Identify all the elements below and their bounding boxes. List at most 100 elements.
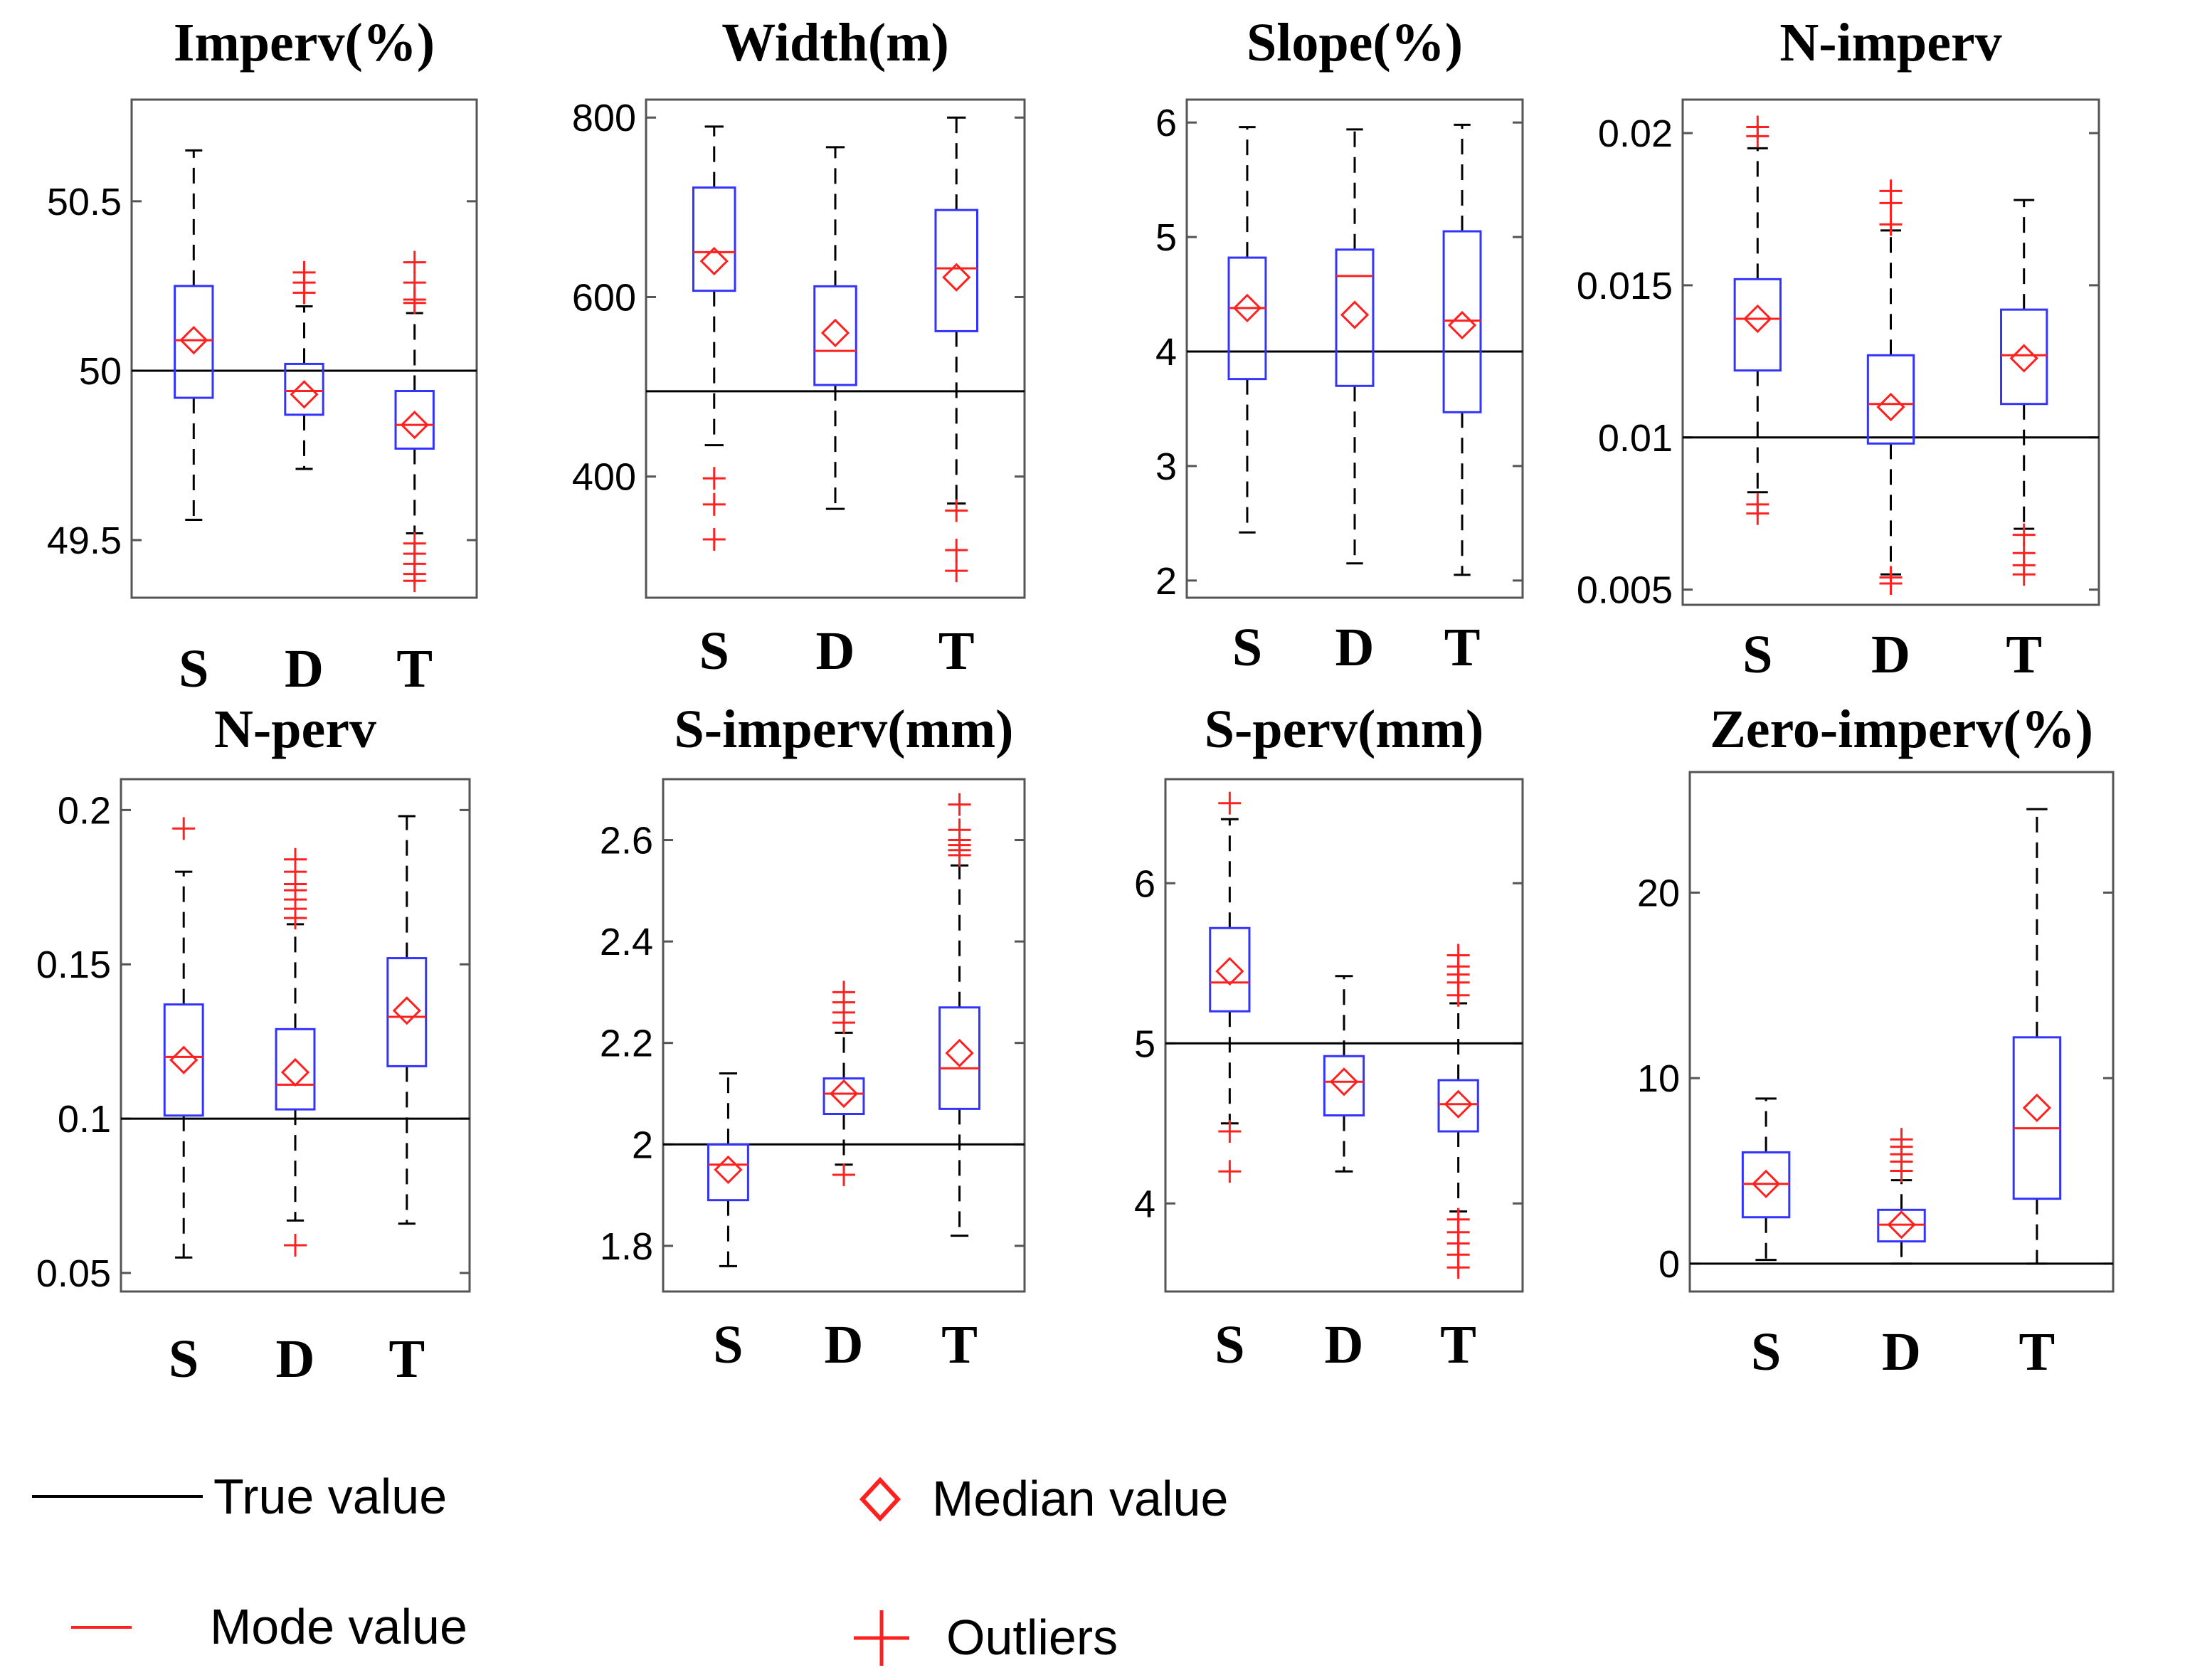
outlier-marker [1890, 1128, 1913, 1151]
box-T [2012, 808, 2062, 1265]
y-tick-label: 0.1 [58, 1098, 111, 1141]
box-S [692, 125, 736, 551]
panel-6: S-imperv(mm) 1.8 2 2.2 2.4 2.6 S D T [600, 699, 1026, 1375]
panel-5: N-perv 0.05 0.1 0.15 0.2 S D T [36, 699, 471, 1389]
iqr-box [1866, 354, 1915, 445]
panel-1: Imperv(%) 49.5 50 50.5 S D T [47, 13, 478, 699]
iqr-box [707, 1143, 749, 1202]
category-label: S [1751, 1322, 1781, 1382]
median-marker [1751, 1169, 1781, 1198]
median-marker [1876, 392, 1905, 422]
y-tick-label: 0.015 [1577, 265, 1673, 307]
legend-outliers-symbol [854, 1610, 909, 1666]
box-T [1442, 123, 1482, 576]
median-marker [392, 996, 421, 1025]
panel-title: N-imperv [1779, 13, 2001, 73]
panel-7: S-perv(mm) 4 5 6 S D T [1134, 699, 1524, 1375]
panel-8: Zero-imperv(%) 0 10 20 S D T [1637, 699, 2115, 1382]
panel-title: Zero-imperv(%) [1710, 699, 2093, 759]
y-tick-label: 4 [1134, 1183, 1155, 1225]
y-tick-label: 5 [1155, 216, 1177, 259]
legend-true-value-label: True value [213, 1469, 447, 1524]
iqr-box [1437, 1079, 1479, 1133]
median-marker [1743, 304, 1772, 334]
iqr-box [1335, 248, 1375, 387]
outlier-marker [945, 499, 968, 522]
panel-4: N-imperv 0.005 0.01 0.015 0.02 S D T [1577, 13, 2100, 685]
iqr-box [386, 957, 428, 1067]
category-label: D [825, 1315, 864, 1375]
iqr-box [813, 285, 857, 386]
outlier-marker [172, 817, 196, 840]
box-D [813, 146, 857, 510]
median-marker [942, 263, 971, 292]
box-S [707, 1072, 749, 1267]
iqr-box [394, 390, 435, 450]
category-label: D [1335, 618, 1375, 677]
y-tick-label: 0 [1658, 1243, 1680, 1286]
panel-title: Slope(%) [1247, 13, 1463, 73]
y-tick-label: 6 [1134, 862, 1155, 905]
plot-frame [1185, 98, 1524, 599]
outlier-marker [284, 847, 307, 871]
box-T [394, 250, 435, 593]
plot-frame [645, 98, 1026, 599]
y-tick-label: 2.2 [600, 1023, 653, 1065]
legend-outliers-label: Outliers [946, 1610, 1118, 1665]
plot-frame [130, 98, 478, 599]
y-tick-label: 49.5 [47, 519, 122, 562]
outlier-marker [1879, 179, 1903, 203]
y-tick-label: 0.02 [1598, 112, 1673, 155]
median-marker [280, 1057, 310, 1087]
panel-3: Slope(%) 2 3 4 5 6 S D T [1155, 13, 1524, 677]
box-D [1877, 1128, 1926, 1265]
median-marker [1215, 956, 1244, 986]
box-T [934, 116, 978, 583]
box-S [1209, 791, 1251, 1183]
y-tick-label: 4 [1155, 331, 1177, 374]
median-marker [1232, 293, 1262, 322]
category-label: S [169, 1329, 199, 1389]
outlier-marker [1218, 791, 1242, 815]
outlier-marker [284, 1233, 307, 1257]
category-label: T [1444, 618, 1481, 677]
outlier-marker [945, 539, 968, 562]
iqr-box [174, 285, 214, 399]
outlier-marker [292, 260, 316, 284]
legend-mode-value-label: Mode value [210, 1599, 467, 1654]
category-label: S [699, 621, 729, 681]
box-S [1227, 126, 1267, 534]
category-label: D [1325, 1315, 1364, 1375]
median-marker [699, 246, 729, 276]
category-label: T [2019, 1322, 2056, 1382]
category-label: T [941, 1315, 978, 1375]
panel-title: Width(m) [721, 13, 949, 73]
y-tick-label: 0.05 [36, 1252, 111, 1295]
plot-frame [120, 778, 471, 1293]
iqr-box [934, 208, 978, 332]
iqr-box [1323, 1055, 1365, 1116]
iqr-box [938, 1006, 980, 1110]
box-D [1866, 179, 1915, 596]
outlier-marker [403, 569, 426, 593]
median-marker [2022, 1093, 2052, 1123]
median-marker [1447, 310, 1477, 340]
box-D [284, 260, 324, 470]
outlier-marker [1446, 1256, 1470, 1279]
category-label: D [1882, 1322, 1921, 1382]
outlier-marker [1218, 1120, 1242, 1143]
box-T [2000, 199, 2048, 586]
outlier-marker [403, 250, 426, 274]
box-D [822, 981, 865, 1187]
y-tick-label: 2 [1155, 560, 1177, 603]
legend-median-value-symbol [859, 1476, 901, 1522]
outlier-marker [832, 1163, 855, 1187]
iqr-box [1209, 926, 1251, 1013]
y-tick-label: 0.005 [1577, 569, 1673, 612]
y-tick-label: 2 [632, 1124, 653, 1166]
outlier-marker [702, 528, 726, 551]
panel-title: S-perv(mm) [1205, 699, 1484, 759]
outlier-marker [1879, 213, 1903, 236]
category-label: T [2006, 625, 2042, 685]
